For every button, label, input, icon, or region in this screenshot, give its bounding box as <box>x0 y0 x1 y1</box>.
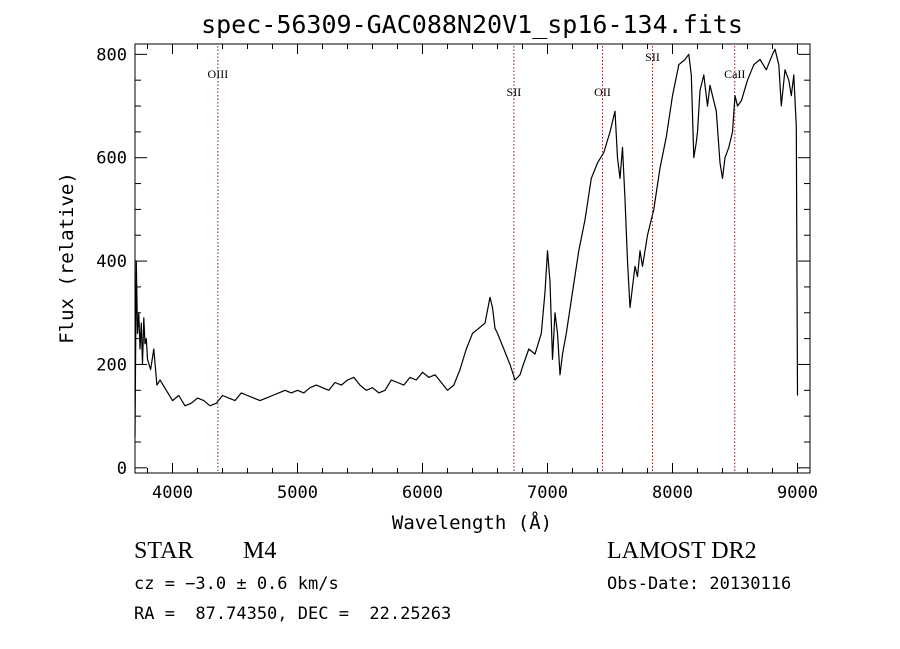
y-tick-label: 400 <box>96 252 127 272</box>
x-axis-label: Wavelength (Å) <box>392 511 552 534</box>
line-marker-label: CaII <box>724 67 745 81</box>
redshift-velocity: cz = −3.0 ± 0.6 km/s <box>134 574 339 594</box>
x-tick-label: 6000 <box>402 483 443 503</box>
x-tick-label: 5000 <box>277 483 318 503</box>
survey-name: LAMOST DR2 <box>607 538 757 564</box>
x-tick-label: 8000 <box>652 483 693 503</box>
object-subclass: M4 <box>243 538 277 564</box>
x-tick-label: 4000 <box>152 483 193 503</box>
line-marker-label: OII <box>594 85 611 99</box>
line-marker-label: SII <box>645 50 660 64</box>
line-marker-label: OIII <box>208 67 229 81</box>
x-tick-label: 7000 <box>527 483 568 503</box>
line-marker-label: SII <box>507 85 522 99</box>
x-tick-label: 9000 <box>777 483 818 503</box>
object-type: STAR <box>134 538 194 564</box>
y-tick-label: 200 <box>96 355 127 375</box>
y-tick-label: 0 <box>117 459 127 479</box>
observation-date: Obs-Date: 20130116 <box>607 574 792 594</box>
coordinates: RA = 87.74350, DEC = 22.25263 <box>134 604 452 624</box>
spectrum-line <box>134 48 799 437</box>
y-tick-label: 600 <box>96 149 127 169</box>
plot-frame <box>134 43 811 474</box>
y-tick-label: 800 <box>96 45 127 65</box>
chart-title: spec-56309-GAC088N20V1_sp16-134.fits <box>201 10 743 39</box>
y-axis-label: Flux (relative) <box>56 172 78 344</box>
